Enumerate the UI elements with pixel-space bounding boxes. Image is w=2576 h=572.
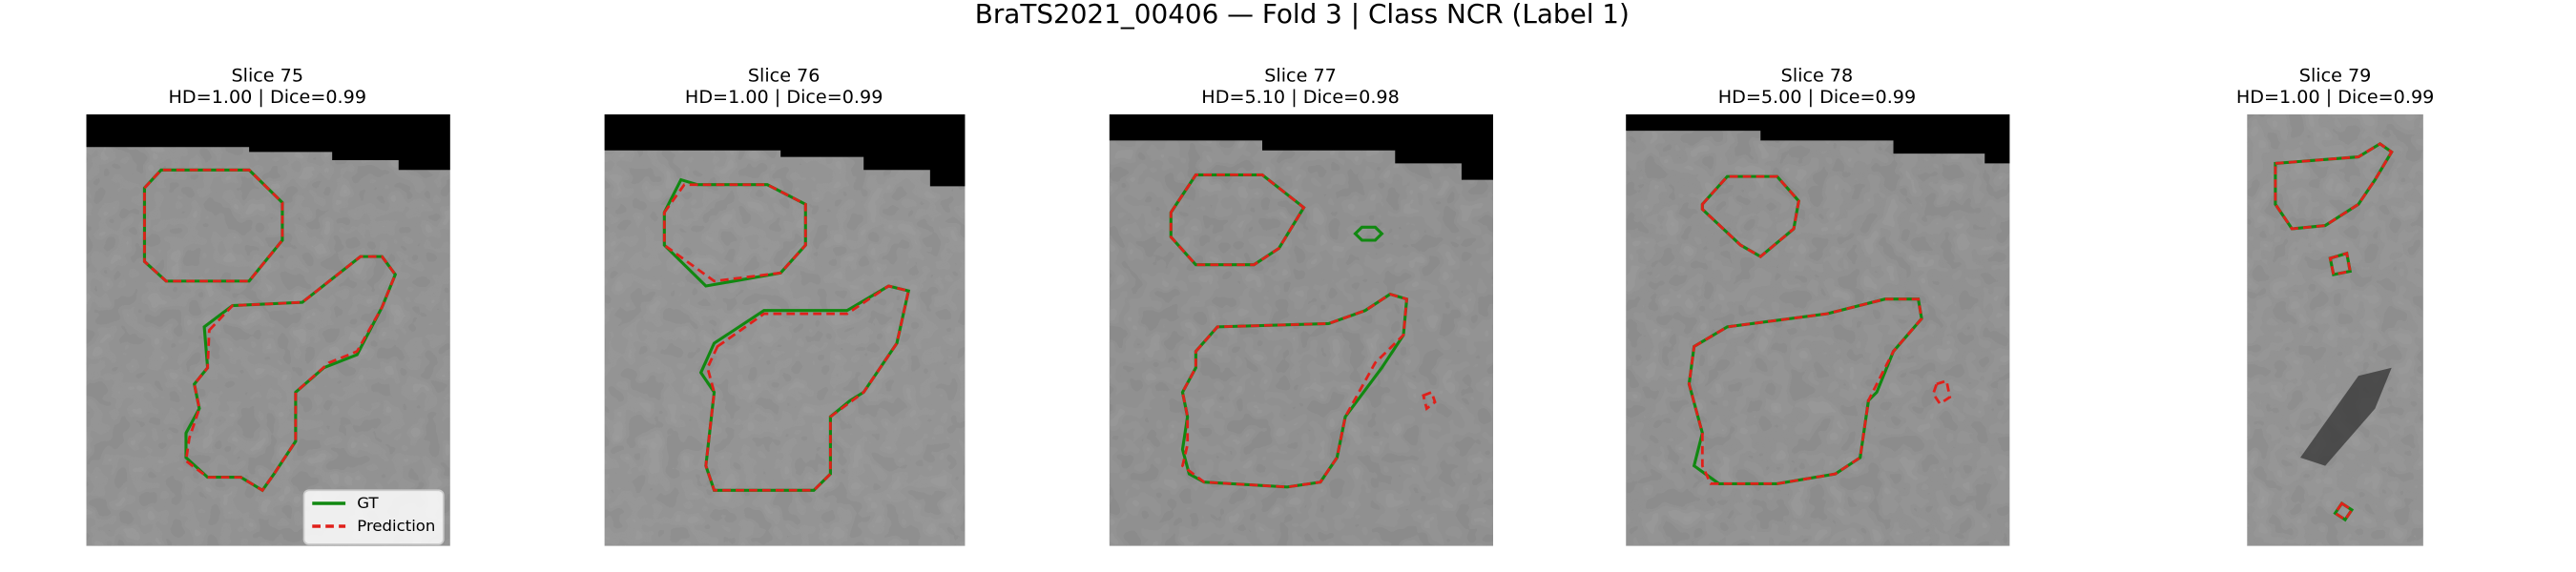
prediction-contour	[143, 168, 284, 283]
figure-title: BraTS2021_00406 — Fold 3 | Class NCR (La…	[975, 0, 1630, 30]
gt-contour	[1180, 292, 1409, 489]
slice-label: Slice 75	[231, 66, 303, 87]
prediction-contour	[1700, 174, 1800, 258]
prediction-contour	[184, 255, 397, 493]
prediction-contour	[1931, 378, 1952, 406]
slice-label: Slice 76	[748, 66, 821, 87]
slice-label: Slice 79	[2299, 66, 2372, 87]
background-mask	[1626, 114, 2010, 164]
metrics-label: HD=1.00 | Dice=0.99	[169, 87, 366, 108]
slice-texture	[604, 114, 966, 546]
metrics-label: HD=1.00 | Dice=0.99	[2236, 87, 2434, 108]
slice-label: Slice 78	[1781, 66, 1854, 87]
panel-images	[86, 114, 2423, 546]
background-mask	[1109, 114, 1493, 180]
gt-contour	[184, 255, 398, 493]
prediction-contour	[2274, 142, 2394, 231]
contours	[142, 142, 2394, 522]
prediction-contour	[662, 183, 807, 283]
legend-label: GT	[357, 494, 379, 512]
prediction-contour	[1687, 297, 1923, 485]
slice-label: Slice 77	[1264, 66, 1337, 87]
slice-texture	[1626, 114, 2010, 546]
prediction-contour	[2328, 251, 2352, 276]
prediction-contour	[2333, 501, 2354, 522]
metrics-label: HD=1.00 | Dice=0.99	[685, 87, 883, 108]
legend-label: Prediction	[357, 517, 435, 535]
legend: GT Prediction	[302, 489, 445, 545]
prediction-contour	[1422, 390, 1437, 411]
prediction-contour	[704, 284, 910, 492]
metrics-label: HD=5.00 | Dice=0.99	[1718, 87, 1916, 108]
prediction-contour	[1169, 174, 1306, 267]
slice-texture	[2247, 114, 2423, 546]
metrics-label: HD=5.10 | Dice=0.98	[1201, 87, 1399, 108]
background-mask	[604, 114, 966, 187]
dark-structure	[2300, 367, 2392, 466]
slice-texture	[1109, 114, 1493, 546]
panel-titles: Slice 75 HD=1.00 | Dice=0.99 Slice 76 HD…	[169, 66, 2435, 108]
gt-contour	[1353, 225, 1384, 242]
gt-contour	[662, 177, 807, 288]
background-mask	[86, 114, 450, 171]
